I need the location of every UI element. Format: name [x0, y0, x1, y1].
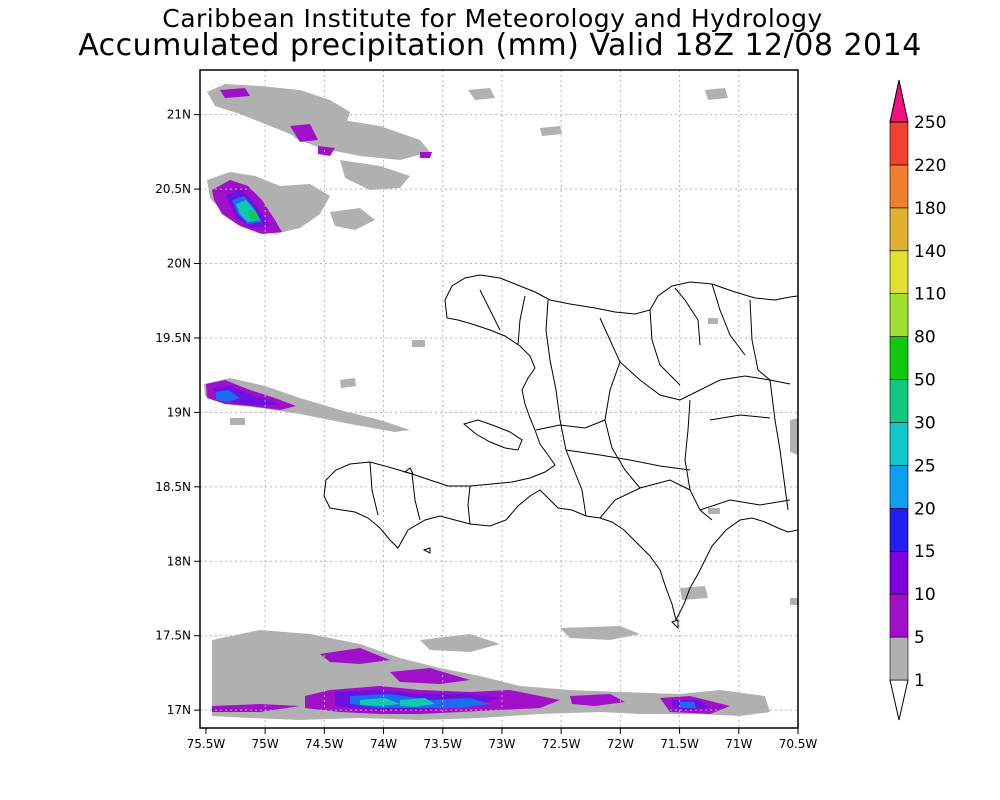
lon-tick-label: 74W	[370, 737, 397, 751]
colorbar-segment	[889, 593, 909, 638]
colorbar-label: 15	[914, 542, 936, 562]
colorbar-segment	[889, 550, 909, 595]
colorbar-label: 30	[914, 413, 936, 433]
lon-tick-label: 70.5W	[779, 737, 818, 751]
lat-tick-label: 18.5N	[155, 480, 191, 494]
lat-tick-label: 17.5N	[155, 629, 191, 643]
lat-tick-label: 18N	[167, 554, 191, 568]
lat-tick-label: 21N	[167, 108, 191, 122]
colorbar-label: 20	[914, 499, 936, 519]
longitude-axis: 75.5W 75W 74.5W 74W 73.5W 73W 72.5W 72W 71.5W 71W…	[187, 728, 818, 751]
precipitation-shading	[204, 84, 798, 720]
colorbar-label: 1	[914, 671, 925, 691]
lon-tick-label: 71.5W	[660, 737, 699, 751]
colorbar-label: 80	[914, 328, 936, 348]
lon-tick-label: 74.5W	[305, 737, 344, 751]
colorbar-segment	[889, 465, 909, 509]
lat-tick-label: 19.5N	[155, 331, 191, 345]
latitude-axis: 21N 20.5N 20N 19.5N 19N 18.5N 18N 17.5N 17N	[155, 108, 200, 717]
colorbar-label: 140	[914, 242, 946, 262]
colorbar-label: 25	[914, 456, 936, 476]
lon-tick-label: 72.5W	[542, 737, 581, 751]
colorbar-segment	[889, 164, 909, 209]
lat-tick-label: 19N	[167, 405, 191, 419]
lon-tick-label: 73.5W	[423, 737, 462, 751]
map-title-line2: Accumulated precipitation (mm) Valid 18Z…	[78, 28, 922, 63]
lat-tick-label: 17N	[167, 703, 191, 717]
colorbar-label: 220	[914, 156, 946, 176]
colorbar-segment	[889, 121, 909, 166]
lon-tick-label: 72W	[607, 737, 634, 751]
lon-tick-label: 73W	[488, 737, 515, 751]
colorbar-label: 50	[914, 371, 936, 391]
colorbar-label: 10	[914, 585, 936, 605]
colorbar-label: 5	[914, 628, 925, 648]
lat-tick-label: 20.5N	[155, 182, 191, 196]
colorbar-segment	[889, 379, 909, 423]
colorbar-label: 180	[914, 199, 946, 219]
land-boundaries	[323, 274, 799, 630]
colorbar-over-arrow	[889, 79, 909, 123]
colorbar-segment	[889, 293, 909, 337]
map-title-line1: Caribbean Institute for Meteorology and …	[162, 4, 823, 33]
plot-frame	[199, 69, 799, 729]
lon-tick-label: 75.5W	[187, 737, 226, 751]
colorbar-label: 110	[914, 285, 946, 305]
colorbar-segment	[889, 336, 909, 380]
colorbar-segment	[889, 508, 909, 552]
colorbar-segment	[889, 636, 909, 681]
colorbar-label: 250	[914, 113, 946, 133]
lon-tick-label: 71W	[725, 737, 752, 751]
colorbar-segment	[889, 250, 909, 294]
lat-tick-label: 20N	[167, 257, 191, 271]
lon-tick-label: 75W	[252, 737, 279, 751]
colorbar-under-arrow	[889, 679, 909, 721]
colorbar-segment	[889, 422, 909, 466]
colorbar-segment	[889, 207, 909, 252]
